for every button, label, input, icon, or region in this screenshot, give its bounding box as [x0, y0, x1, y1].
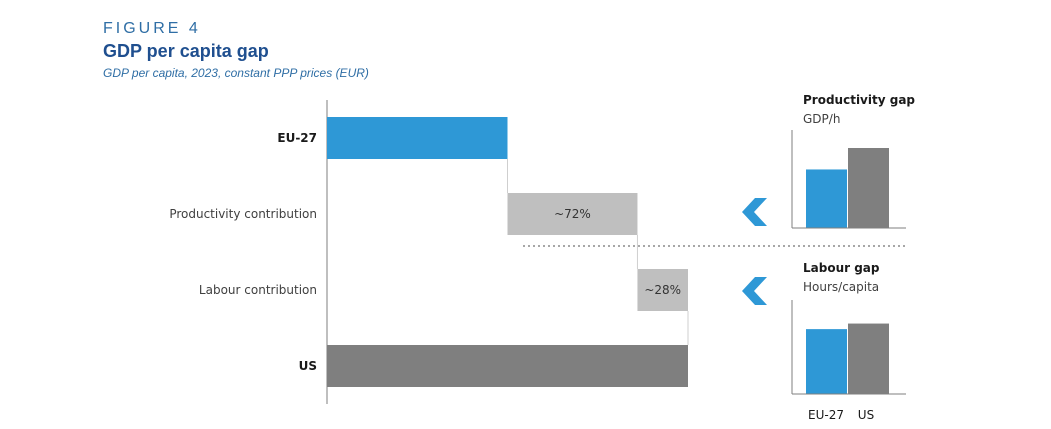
- panel-bar-productivity-eu-27: [806, 169, 847, 228]
- category-label-eu-27: EU-27: [277, 131, 317, 145]
- panel-title-productivity: Productivity gap: [803, 93, 915, 107]
- chevron-left-icon: [742, 277, 767, 305]
- category-label-labour-contribution: Labour contribution: [199, 283, 317, 297]
- data-label-labour-contribution: ~28%: [644, 283, 681, 297]
- figure-label: FIGURE 4: [103, 20, 201, 37]
- chevron-left-icon: [742, 198, 767, 226]
- bar-us: [327, 345, 688, 387]
- data-label-productivity-contribution: ~72%: [554, 207, 591, 221]
- category-label-productivity-contribution: Productivity contribution: [169, 207, 317, 221]
- panel-title-labour: Labour gap: [803, 261, 880, 275]
- panel-category-label-eu-27: EU-27: [808, 408, 844, 422]
- panel-subtitle-productivity: GDP/h: [803, 112, 840, 126]
- panel-bar-labour-eu-27: [806, 329, 847, 394]
- bar-eu-27: [327, 117, 508, 159]
- panel-subtitle-labour: Hours/capita: [803, 280, 879, 294]
- chart-subtitle: GDP per capita, 2023, constant PPP price…: [103, 66, 369, 80]
- bar-productivity-contribution: [507, 193, 638, 235]
- panel-bar-labour-us: [848, 323, 889, 394]
- panel-bar-productivity-us: [848, 148, 889, 228]
- bar-labour-contribution: [637, 269, 688, 311]
- chart-title: GDP per capita gap: [103, 41, 269, 61]
- panel-category-label-us: US: [858, 408, 874, 422]
- category-label-us: US: [299, 359, 317, 373]
